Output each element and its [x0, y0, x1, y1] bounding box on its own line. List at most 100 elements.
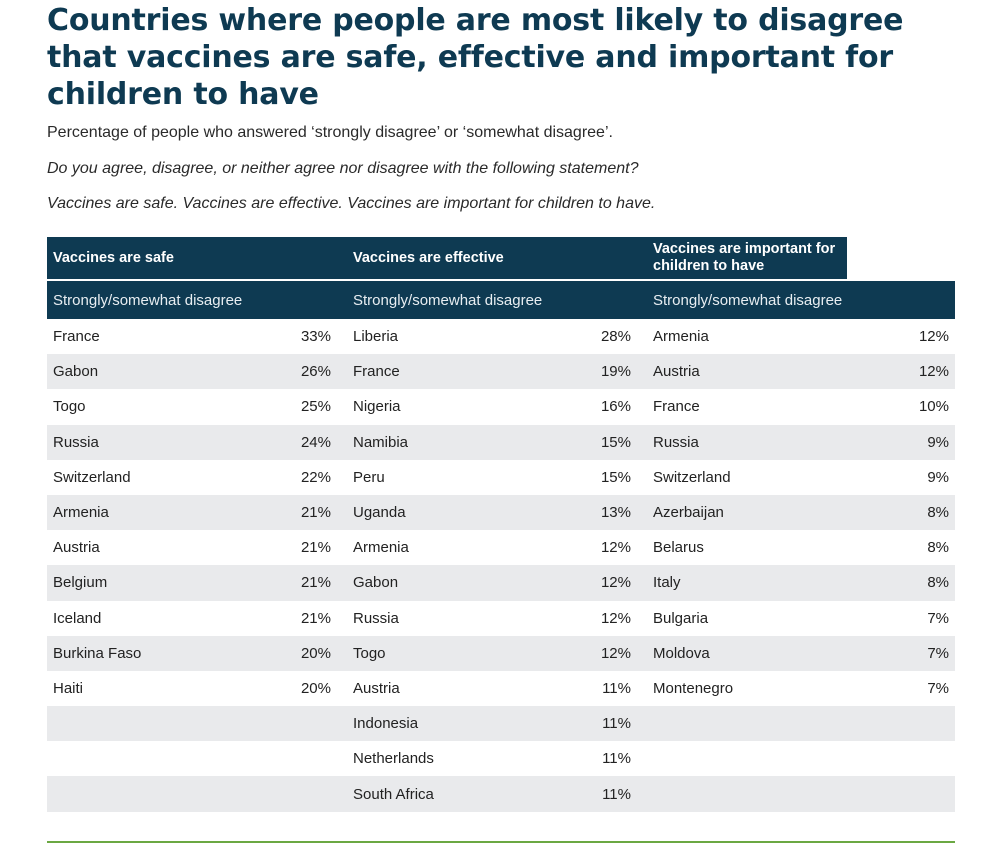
table-cell: Nigeria 16% [347, 389, 637, 424]
column-header-safe: Vaccines are safe [47, 237, 337, 279]
percentage-value: 11% [602, 750, 631, 768]
percentage-value: 12% [600, 609, 631, 627]
table-cell: Russia 24% [47, 424, 337, 460]
percentage-value: 12% [600, 644, 631, 662]
percentage-value: 21% [300, 609, 331, 627]
column-subheader-important: Strongly/somewhat disagree [647, 281, 955, 319]
table-cell: Austria 11% [347, 671, 637, 706]
country-name: Burkina Faso [53, 644, 142, 662]
table-cell: Austria 12% [647, 354, 955, 390]
country-name: Peru [353, 468, 385, 486]
percentage-value: 8% [927, 574, 949, 592]
country-name: Austria [353, 679, 400, 697]
country-name: Austria [53, 539, 100, 557]
table-cell: Namibia 15% [347, 424, 637, 460]
table-cell: Togo 25% [47, 389, 337, 424]
country-name: France [653, 398, 700, 416]
table-cell: Indonesia 11% [347, 706, 637, 742]
table-cell: France 19% [347, 354, 637, 390]
country-name: Italy [653, 574, 681, 592]
percentage-value: 7% [927, 679, 949, 697]
footer-rule [47, 841, 955, 843]
country-name: Belgium [53, 574, 108, 592]
country-name: Austria [653, 363, 700, 381]
column-header-important: Vaccines are important for children to h… [647, 237, 847, 279]
column-subheader-effective: Strongly/somewhat disagree [347, 281, 637, 319]
country-name: Gabon [353, 574, 399, 592]
table-cell: Togo 12% [347, 635, 637, 671]
country-name: Switzerland [653, 468, 731, 486]
country-name: Moldova [653, 644, 710, 662]
table-cell: Armenia 12% [347, 530, 637, 565]
percentage-value: 21% [300, 504, 331, 522]
results-table: Vaccines are safe Vaccines are effective… [47, 237, 955, 812]
table-cell: Belgium 21% [47, 565, 337, 601]
table-cell: France 10% [647, 389, 955, 424]
table-row: Switzerland 22% Peru 15% Switzerland 9% [47, 460, 955, 495]
country-name: Azerbaijan [653, 504, 724, 522]
percentage-value: 8% [927, 504, 949, 522]
table-row: Haiti 20% Austria 11% Montenegro 7% [47, 671, 955, 706]
table-cell: Moldova 7% [647, 635, 955, 671]
country-name: Namibia [353, 433, 409, 451]
percentage-value: 7% [927, 609, 949, 627]
percentage-value: 21% [300, 539, 331, 557]
percentage-value: 25% [300, 398, 331, 416]
table-cell: Azerbaijan 8% [647, 494, 955, 531]
percentage-value: 20% [300, 644, 331, 662]
column-header-effective: Vaccines are effective [347, 237, 637, 279]
table-body: France 33% Liberia 28% Armenia 12% Gabon 26% Fra… [47, 319, 955, 812]
table-cell: Gabon 26% [47, 354, 337, 390]
table-cell: Russia 9% [647, 424, 955, 460]
table-cell [47, 741, 337, 776]
percentage-value: 13% [600, 504, 631, 522]
table-cell: Armenia 21% [47, 494, 337, 531]
percentage-value: 12% [918, 363, 949, 381]
country-name: Armenia [353, 539, 409, 557]
table-header-row: Vaccines are safe Vaccines are effective… [47, 237, 955, 279]
table-row: Iceland 21% Russia 12% Bulgaria 7% [47, 601, 955, 636]
percentage-value: 33% [300, 328, 331, 346]
country-name: Nigeria [353, 398, 401, 416]
percentage-value: 11% [602, 785, 631, 803]
percentage-value: 20% [300, 679, 331, 697]
country-name: Uganda [353, 504, 406, 522]
table-cell [47, 706, 337, 742]
table-cell [47, 776, 337, 812]
table-cell: Uganda 13% [347, 494, 637, 531]
country-name: Haiti [53, 679, 84, 697]
percentage-value: 15% [600, 468, 631, 486]
table-cell: Liberia 28% [347, 319, 637, 354]
page-title: Countries where people are most likely t… [47, 3, 904, 112]
column-subheader-safe: Strongly/somewhat disagree [47, 281, 337, 319]
country-name: Montenegro [653, 679, 734, 697]
country-name: Liberia [353, 328, 399, 346]
percentage-value: 22% [300, 468, 331, 486]
survey-statement: Vaccines are safe. Vaccines are effectiv… [47, 195, 656, 212]
table-cell: Austria 21% [47, 530, 337, 565]
country-name: Russia [653, 433, 699, 451]
percentage-value: 12% [600, 539, 631, 557]
table-row: France 33% Liberia 28% Armenia 12% [47, 319, 955, 354]
country-name: Togo [53, 398, 86, 416]
table-cell [647, 741, 955, 776]
country-name: Netherlands [353, 750, 434, 768]
country-name: Russia [53, 433, 99, 451]
country-name: Bulgaria [653, 609, 709, 627]
table-row: Netherlands 11% [47, 741, 955, 776]
table-row: Russia 24% Namibia 15% Russia 9% [47, 424, 955, 460]
percentage-value: 9% [927, 468, 949, 486]
country-name: Gabon [53, 363, 99, 381]
table-cell [647, 776, 955, 812]
percentage-value: 7% [927, 644, 949, 662]
table-cell: Switzerland 22% [47, 460, 337, 495]
country-name: Iceland [53, 609, 102, 627]
percentage-value: 9% [927, 433, 949, 451]
table-row: South Africa 11% [47, 776, 955, 812]
country-name: France [53, 328, 100, 346]
table-cell: Switzerland 9% [647, 460, 955, 495]
percentage-value: 26% [300, 363, 331, 381]
survey-question: Do you agree, disagree, or neither agree… [47, 160, 639, 177]
table-row: Indonesia 11% [47, 706, 955, 742]
table-cell: Burkina Faso 20% [47, 635, 337, 671]
